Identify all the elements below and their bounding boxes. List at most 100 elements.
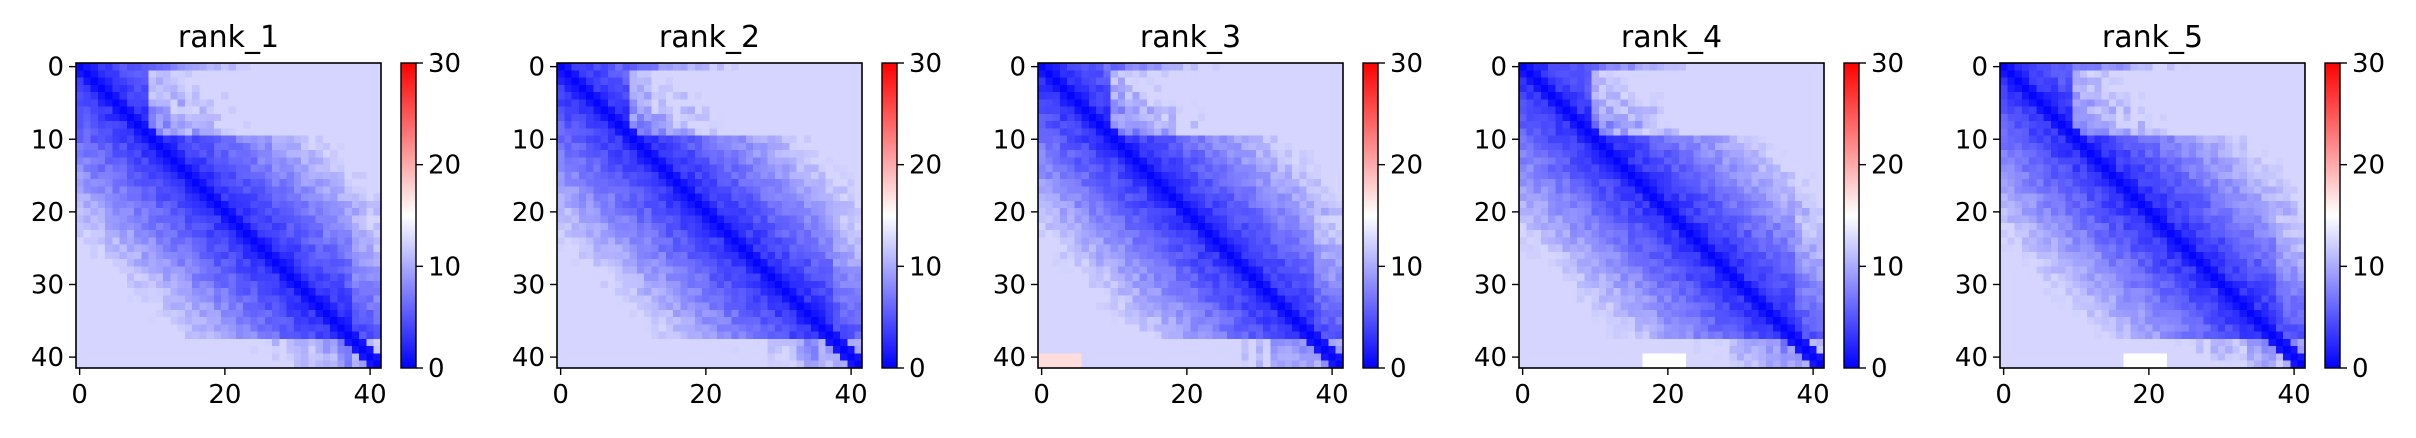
heatmap-cell (665, 84, 674, 93)
heatmap-cell (134, 186, 142, 195)
heatmap-cell (235, 353, 244, 362)
heatmap-cell (1241, 157, 1250, 166)
heatmap-cell (658, 251, 667, 260)
heatmap-cell (803, 157, 812, 166)
heatmap-cell (206, 99, 215, 108)
heatmap-cell (1103, 84, 1112, 93)
heatmap-cell (600, 128, 609, 137)
heatmap-cell (330, 295, 339, 304)
heatmap-cell (1263, 135, 1271, 144)
heatmap-cell (636, 63, 645, 71)
heatmap-cell (308, 288, 317, 296)
heatmap-cell (148, 273, 157, 282)
heatmap-cell (680, 142, 689, 151)
heatmap-cell (803, 288, 812, 296)
heatmap-cell (1248, 106, 1257, 115)
heatmap-cell (184, 222, 193, 231)
heatmap-cell (1263, 99, 1271, 108)
heatmap-cell (1183, 222, 1192, 231)
heatmap-cell (272, 266, 280, 275)
heatmap-cell (629, 288, 638, 296)
heatmap-cell (257, 317, 266, 326)
heatmap-cell (774, 251, 783, 260)
heatmap-cell (658, 353, 667, 362)
heatmap-cell (680, 244, 689, 253)
heatmap-cell (789, 259, 798, 267)
heatmap-cell (1313, 200, 1322, 209)
heatmap-cell (119, 106, 128, 115)
heatmap-cell (615, 346, 623, 355)
heatmap-cell (615, 331, 623, 340)
heatmap-cell (789, 77, 798, 86)
heatmap-cell (97, 338, 106, 347)
heatmap-cell (854, 288, 863, 296)
heatmap-cell (818, 99, 827, 108)
heatmap-cell (1103, 106, 1112, 115)
heatmap-cell (330, 222, 339, 231)
heatmap-cell (1038, 222, 1046, 231)
heatmap-cell (134, 338, 142, 347)
heatmap-cell (1335, 237, 1344, 246)
heatmap-cell (593, 280, 602, 289)
heatmap-cell (1045, 295, 1054, 304)
heatmap-cell (1205, 164, 1213, 173)
heatmap-cell (1197, 295, 1206, 304)
heatmap-cell (373, 113, 382, 122)
heatmap-cell (155, 186, 164, 195)
heatmap-cell (148, 121, 157, 129)
heatmap-cell (155, 222, 164, 231)
heatmap-cell (1226, 193, 1235, 202)
heatmap-cell (665, 128, 674, 137)
heatmap-cell (760, 142, 769, 151)
heatmap-cell (832, 222, 841, 231)
heatmap-cell (774, 302, 783, 311)
heatmap-cell (257, 295, 266, 304)
heatmap-cell (351, 237, 360, 246)
heatmap-cell (1306, 142, 1315, 151)
heatmap-cell (840, 179, 849, 188)
heatmap-cell (1146, 63, 1155, 71)
heatmap-cell (126, 128, 135, 137)
heatmap-cell (206, 200, 215, 209)
heatmap-cell (832, 251, 841, 260)
heatmap-cell (301, 157, 309, 166)
heatmap-cell (1299, 121, 1308, 129)
heatmap-cell (658, 230, 667, 238)
heatmap-cell (825, 324, 834, 333)
heatmap-cell (1226, 237, 1235, 246)
heatmap-cell (221, 200, 230, 209)
heatmap-cell (322, 84, 331, 93)
heatmap-cell (119, 113, 128, 122)
heatmap-cell (1045, 259, 1054, 267)
heatmap-cell (112, 157, 121, 166)
heatmap-cell (665, 331, 674, 340)
heatmap-cell (1059, 157, 1068, 166)
heatmap-cell (235, 288, 244, 296)
heatmap-cell (1241, 99, 1250, 108)
heatmap-cell (1045, 237, 1054, 246)
heatmap-cell (1212, 150, 1221, 158)
heatmap-cell (1103, 179, 1112, 188)
heatmap-cell (1038, 244, 1046, 253)
heatmap-cell (1117, 70, 1126, 79)
heatmap-cell (112, 150, 121, 158)
heatmap-cell (213, 200, 222, 209)
heatmap-cell (651, 273, 660, 282)
heatmap-cell (622, 360, 631, 369)
heatmap-cell (571, 230, 580, 238)
heatmap-cell (264, 208, 273, 217)
heatmap-cell (170, 179, 179, 188)
heatmap-cell (192, 121, 201, 129)
heatmap-cell (615, 193, 623, 202)
heatmap-cell (1125, 208, 1133, 217)
heatmap-cell (564, 99, 573, 108)
heatmap-cell (1059, 288, 1068, 296)
heatmap-cell (702, 121, 711, 129)
heatmap-cell (1313, 142, 1322, 151)
heatmap-cell (1205, 186, 1213, 195)
heatmap-cell (1328, 63, 1337, 71)
heatmap-cell (1263, 230, 1271, 238)
heatmap-cell (199, 237, 208, 246)
heatmap-cell (1103, 92, 1112, 100)
